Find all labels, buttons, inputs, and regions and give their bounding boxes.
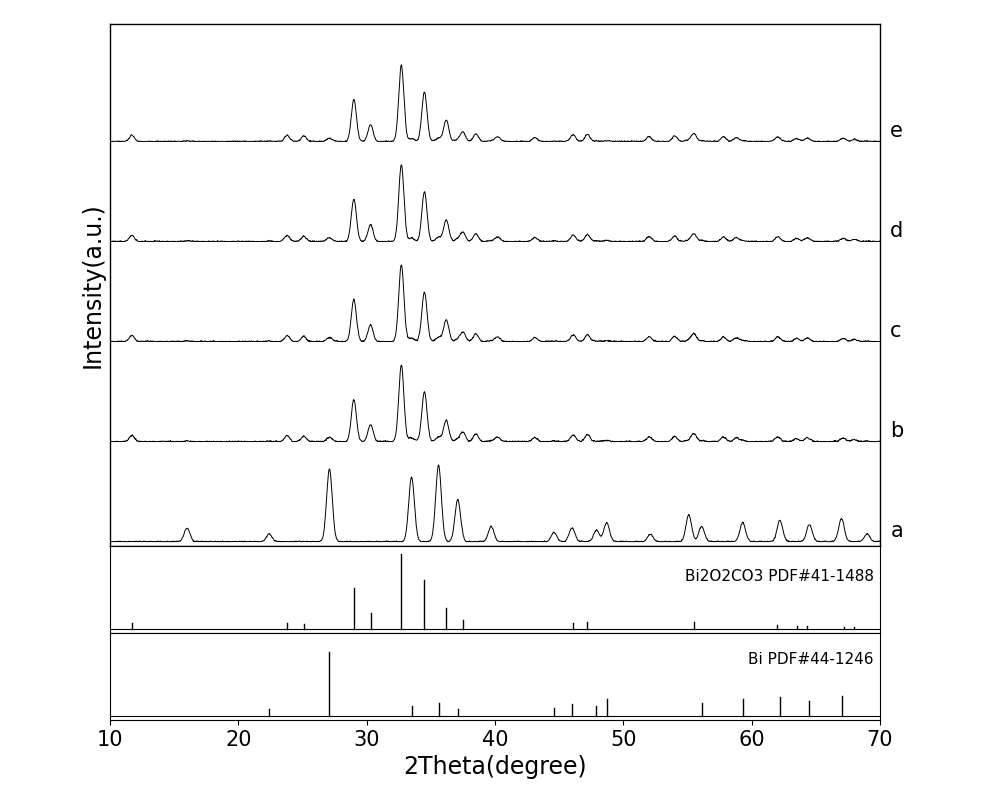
Text: d: d [890, 221, 904, 241]
Text: e: e [890, 121, 903, 141]
Text: Bi PDF#44-1246: Bi PDF#44-1246 [748, 652, 874, 667]
Y-axis label: Intensity(a.u.): Intensity(a.u.) [80, 202, 104, 368]
Text: Bi2O2CO3 PDF#41-1488: Bi2O2CO3 PDF#41-1488 [685, 569, 874, 584]
Text: c: c [890, 321, 902, 341]
X-axis label: 2Theta(degree): 2Theta(degree) [403, 755, 587, 779]
Text: b: b [890, 421, 904, 441]
Text: a: a [890, 522, 903, 542]
